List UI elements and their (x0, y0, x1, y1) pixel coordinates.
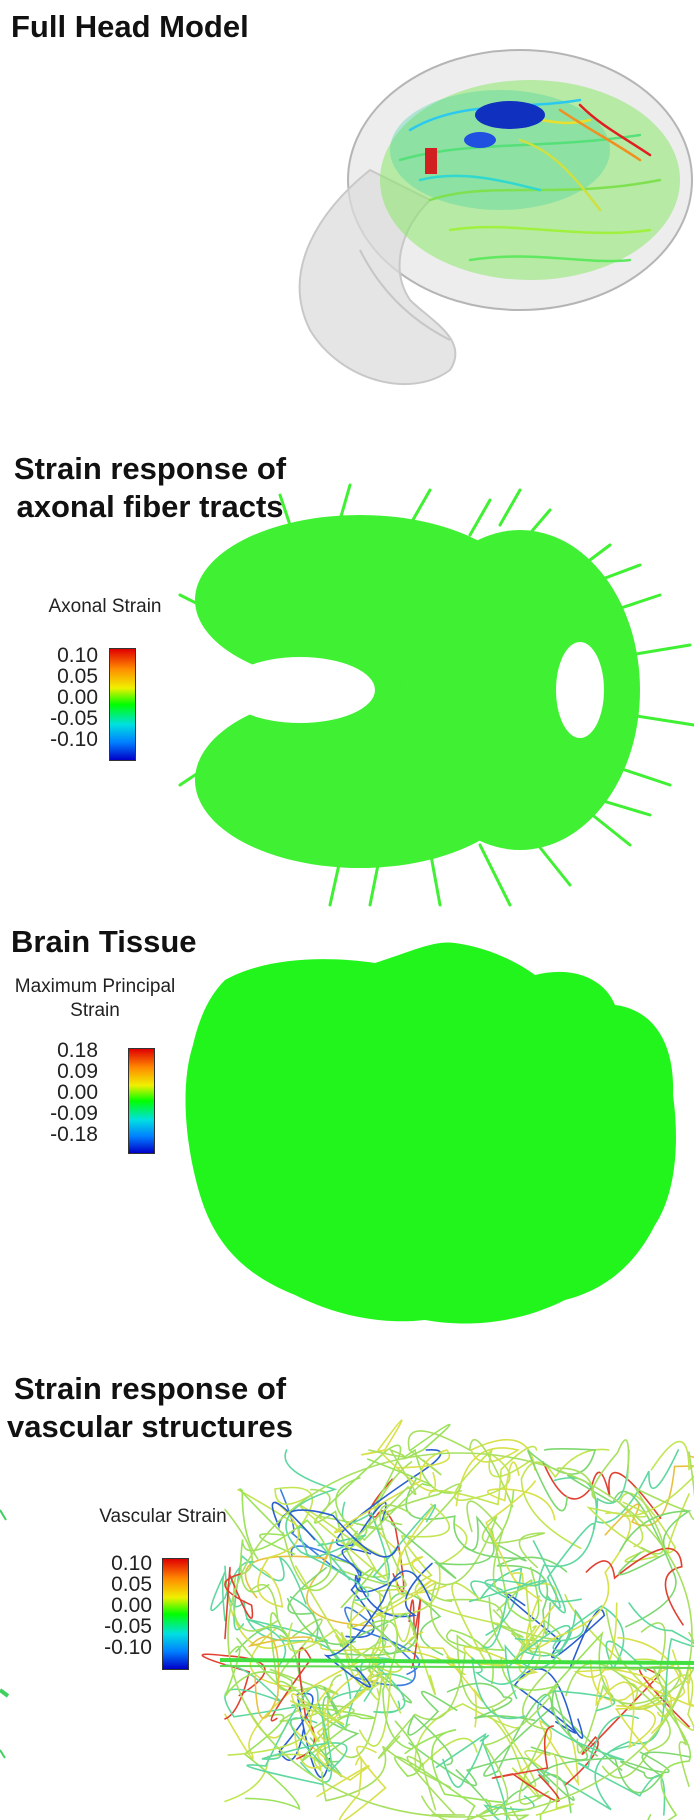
vessel-segment (258, 1502, 299, 1607)
full-head-model-image (300, 40, 694, 400)
vessel-segment (565, 1667, 689, 1785)
axonal-colorbar-title: Axonal Strain (25, 595, 185, 619)
vessel-segment (392, 1518, 495, 1579)
vessel-segment (403, 1425, 461, 1494)
vascular-title: Strain response of vascular structures (0, 1370, 300, 1446)
vessel-segment (245, 1715, 300, 1809)
tissue-colorbar-title: Maximum Principal Strain (10, 975, 180, 1023)
vessel-segment (555, 1450, 679, 1523)
axonal-colorbar (109, 648, 136, 761)
axonal-colorbar-ticks: 0.10 0.05 0.00 -0.05 -0.10 (30, 645, 98, 750)
tissue-colorbar (128, 1048, 155, 1154)
edge-mark (0, 1500, 8, 1760)
vessel-segment (508, 1611, 583, 1667)
vessel-segment (408, 1431, 512, 1507)
tissue-colorbar-ticks: 0.18 0.09 0.00 -0.09 -0.18 (30, 1040, 98, 1145)
full-head-title: Full Head Model (11, 8, 249, 46)
vascular-structures-image (220, 1445, 694, 1820)
vascular-colorbar (162, 1558, 189, 1670)
vessel-segment (528, 1449, 595, 1511)
vessel-segment (489, 1709, 540, 1799)
vascular-colorbar-ticks: 0.10 0.05 0.00 -0.05 -0.10 (80, 1553, 152, 1658)
axonal-fiber-image (190, 485, 694, 910)
brain-tissue-image (185, 935, 680, 1325)
brain-tissue-title: Brain Tissue (11, 923, 197, 961)
